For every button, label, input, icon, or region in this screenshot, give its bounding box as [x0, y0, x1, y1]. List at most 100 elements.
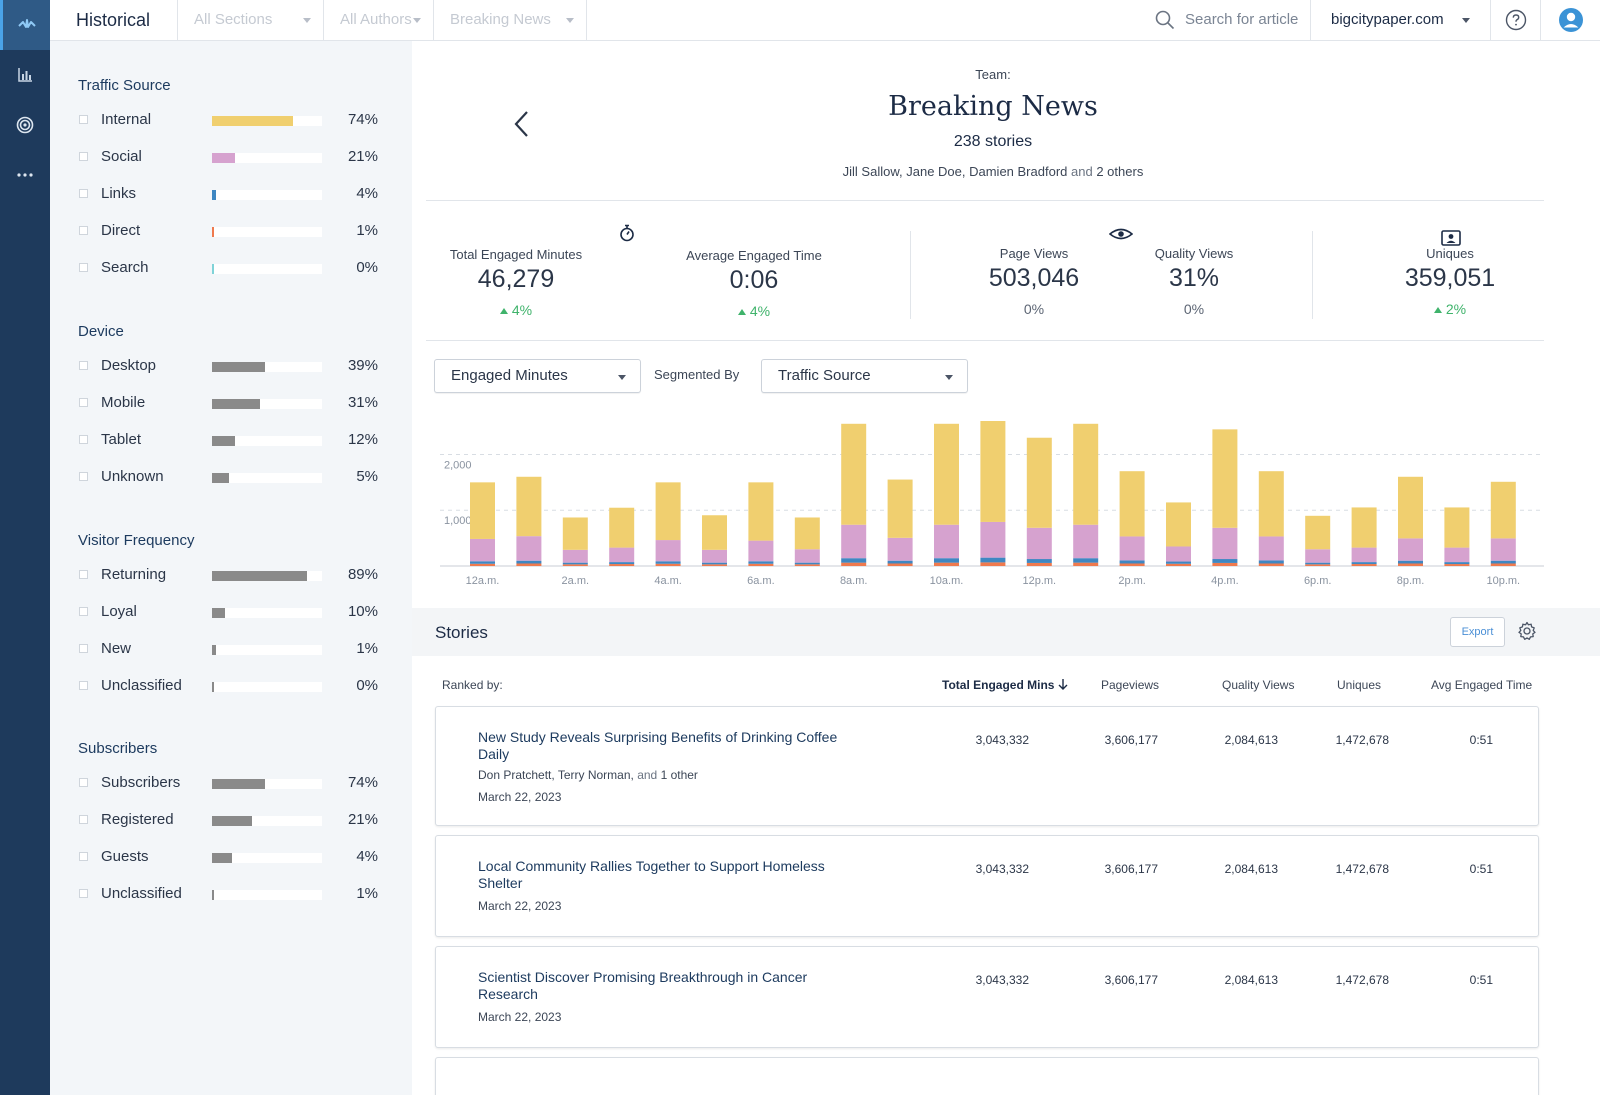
- rail-item-more[interactable]: [0, 150, 50, 200]
- rail-item-pulse[interactable]: [0, 0, 50, 50]
- segment-row[interactable]: Loyal 10%: [78, 594, 388, 631]
- article-search[interactable]: Search for article: [1155, 0, 1298, 40]
- team-authors-others[interactable]: 2 others: [1096, 164, 1144, 179]
- bar-segment[interactable]: [470, 561, 495, 564]
- bar-segment[interactable]: [562, 562, 588, 565]
- team-filter[interactable]: Breaking News: [433, 0, 587, 40]
- rail-item-reports[interactable]: [0, 50, 50, 100]
- bar-segment[interactable]: [1398, 560, 1423, 564]
- bar-segment[interactable]: [1166, 561, 1191, 564]
- segment-row[interactable]: Unknown 5%: [78, 459, 388, 496]
- bar-segment[interactable]: [887, 560, 913, 564]
- segment-select[interactable]: Traffic Source: [761, 359, 968, 393]
- bar-segment[interactable]: [748, 540, 774, 562]
- segment-row[interactable]: Mobile 31%: [78, 385, 388, 422]
- bar-segment[interactable]: [1119, 471, 1145, 537]
- segment-checkbox[interactable]: [79, 815, 88, 824]
- bar-segment[interactable]: [1444, 507, 1470, 548]
- domain-select[interactable]: bigcitypaper.com: [1310, 0, 1490, 40]
- bar-segment[interactable]: [1073, 562, 1099, 566]
- bar-segment[interactable]: [1166, 563, 1191, 566]
- bar-segment[interactable]: [1305, 564, 1331, 566]
- bar-segment[interactable]: [1444, 564, 1470, 566]
- bar-segment[interactable]: [980, 421, 1006, 522]
- bar-segment[interactable]: [609, 562, 635, 565]
- bar-segment[interactable]: [887, 563, 913, 566]
- bar-segment[interactable]: [1119, 563, 1145, 566]
- bar-segment[interactable]: [1398, 563, 1423, 566]
- bar-segment[interactable]: [1026, 559, 1052, 563]
- segment-row[interactable]: Direct 1%: [78, 213, 388, 250]
- segment-checkbox[interactable]: [79, 607, 88, 616]
- bar-segment[interactable]: [841, 562, 867, 566]
- bar-segment[interactable]: [1166, 546, 1191, 562]
- segment-checkbox[interactable]: [79, 889, 88, 898]
- bar-segment[interactable]: [934, 562, 959, 566]
- bar-segment[interactable]: [1258, 536, 1284, 561]
- story-authors-others[interactable]: 1 other: [660, 768, 698, 782]
- bar-segment[interactable]: [1119, 536, 1145, 561]
- bar-segment[interactable]: [887, 537, 913, 561]
- bar-segment[interactable]: [1305, 549, 1331, 563]
- bar-segment[interactable]: [702, 562, 727, 565]
- bar-segment[interactable]: [841, 558, 867, 563]
- segment-row[interactable]: Social 21%: [78, 139, 388, 176]
- segment-checkbox[interactable]: [79, 398, 88, 407]
- bar-segment[interactable]: [516, 536, 542, 561]
- bar-segment[interactable]: [1026, 527, 1052, 560]
- bar-segment[interactable]: [655, 561, 681, 564]
- bar-segment[interactable]: [1073, 558, 1099, 563]
- gear-icon[interactable]: [1517, 621, 1537, 641]
- bar-segment[interactable]: [980, 557, 1006, 563]
- bar-segment[interactable]: [702, 549, 727, 563]
- segment-row[interactable]: Tablet 12%: [78, 422, 388, 459]
- bar-segment[interactable]: [1212, 559, 1238, 563]
- bar-segment[interactable]: [1212, 527, 1238, 560]
- bar-segment[interactable]: [1258, 563, 1284, 566]
- story-title[interactable]: Local Community Rallies Together to Supp…: [478, 858, 825, 891]
- bar-segment[interactable]: [1490, 481, 1516, 539]
- bar-segment[interactable]: [655, 482, 681, 541]
- segment-row[interactable]: Search 0%: [78, 250, 388, 287]
- bar-segment[interactable]: [1258, 560, 1284, 564]
- bar-segment[interactable]: [1351, 562, 1377, 565]
- sort-avg-engaged-time[interactable]: Avg Engaged Time: [1431, 678, 1533, 692]
- segment-row[interactable]: Returning 89%: [78, 557, 388, 594]
- bar-segment[interactable]: [1444, 547, 1470, 563]
- rail-item-goals[interactable]: [0, 100, 50, 150]
- bar-segment[interactable]: [655, 563, 681, 566]
- bar-segment[interactable]: [470, 563, 495, 566]
- bar-segment[interactable]: [516, 476, 542, 537]
- segment-checkbox[interactable]: [79, 226, 88, 235]
- bar-segment[interactable]: [934, 558, 959, 563]
- sort-uniques[interactable]: Uniques: [1337, 678, 1382, 692]
- bar-segment[interactable]: [562, 549, 588, 563]
- segment-row[interactable]: Subscribers 74%: [78, 765, 388, 802]
- bar-segment[interactable]: [1305, 515, 1331, 550]
- segment-row[interactable]: Links 4%: [78, 176, 388, 213]
- bar-segment[interactable]: [1119, 560, 1145, 564]
- story-title[interactable]: New Study Reveals Surprising Benefits of…: [478, 729, 838, 762]
- bar-segment[interactable]: [562, 517, 588, 550]
- bar-segment[interactable]: [1073, 423, 1099, 525]
- user-menu[interactable]: [1540, 0, 1600, 40]
- help-button[interactable]: [1490, 0, 1540, 40]
- bar-segment[interactable]: [516, 560, 542, 564]
- bar-segment[interactable]: [562, 564, 588, 566]
- segment-checkbox[interactable]: [79, 361, 88, 370]
- bar-segment[interactable]: [1073, 524, 1099, 559]
- bar-segment[interactable]: [887, 479, 913, 538]
- segment-checkbox[interactable]: [79, 681, 88, 690]
- segment-row[interactable]: Registered 21%: [78, 802, 388, 839]
- metric-select[interactable]: Engaged Minutes: [434, 359, 641, 393]
- sort-pageviews[interactable]: Pageviews: [1101, 678, 1160, 692]
- export-button[interactable]: Export: [1450, 617, 1505, 647]
- bar-segment[interactable]: [1398, 476, 1423, 539]
- segment-checkbox[interactable]: [79, 189, 88, 198]
- segment-checkbox[interactable]: [79, 472, 88, 481]
- bar-segment[interactable]: [748, 563, 774, 566]
- bar-segment[interactable]: [794, 562, 820, 565]
- segment-row[interactable]: Internal 74%: [78, 102, 388, 139]
- sections-filter[interactable]: All Sections: [177, 0, 323, 40]
- bar-segment[interactable]: [702, 515, 727, 550]
